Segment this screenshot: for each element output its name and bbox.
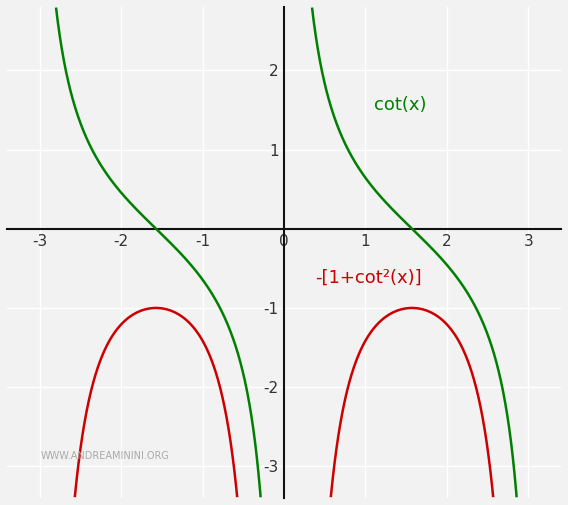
- Text: cot(x): cot(x): [374, 96, 426, 114]
- Text: WWW.ANDREAMININI.ORG: WWW.ANDREAMININI.ORG: [40, 451, 169, 461]
- Text: -[1+cot²(x)]: -[1+cot²(x)]: [315, 269, 421, 287]
